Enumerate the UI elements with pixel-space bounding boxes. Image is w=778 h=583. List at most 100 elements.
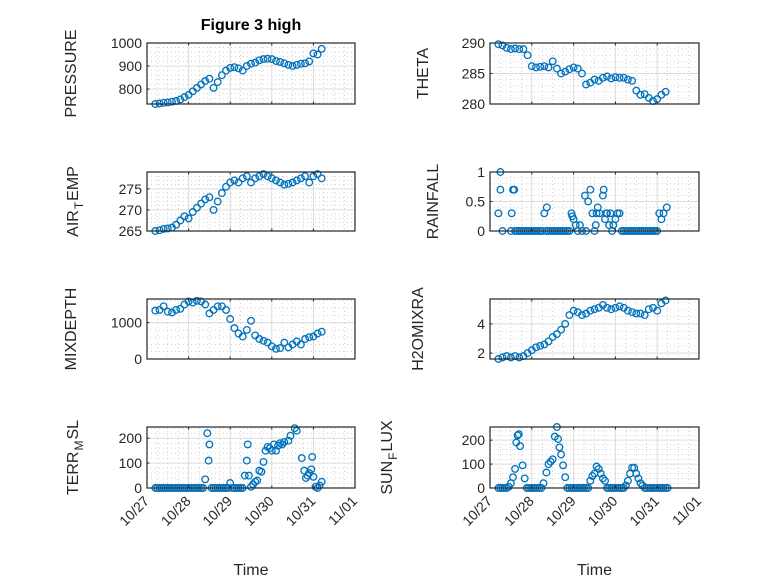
- data-point: [636, 309, 645, 318]
- x-tick-label: 10/29: [543, 493, 579, 529]
- subplot-air-temp: 265 270 275 AIRTEMP: [65, 166, 356, 239]
- data-point: [213, 197, 222, 206]
- y-tick-label: 1000: [111, 315, 142, 331]
- y-tick-label: 0: [477, 480, 485, 496]
- y-tick-label: 275: [119, 181, 143, 197]
- data-point: [213, 302, 222, 311]
- data-point: [603, 209, 611, 218]
- data-point: [226, 178, 235, 187]
- data-point: [247, 178, 255, 187]
- data-point: [280, 59, 289, 68]
- x-tick-label: 10/29: [199, 493, 235, 529]
- data-point: [603, 72, 611, 81]
- y-tick-label: 0: [134, 480, 142, 496]
- data-point: [552, 64, 561, 73]
- data-point: [494, 209, 503, 218]
- data-point: [263, 172, 272, 181]
- y-tick-label: 265: [119, 223, 143, 239]
- data-point: [176, 304, 185, 313]
- data-point: [176, 216, 185, 225]
- data-point: [644, 305, 653, 314]
- x-tick-label: 10/31: [282, 493, 318, 529]
- data-point: [580, 191, 589, 200]
- y-axis-label: RAINFALL: [425, 164, 442, 240]
- data-point: [180, 212, 189, 221]
- data-point: [569, 306, 578, 315]
- x-tick-label: 11/01: [325, 493, 361, 529]
- data-point: [599, 185, 608, 194]
- data-point: [555, 443, 564, 452]
- data-point: [662, 203, 671, 212]
- data-point: [240, 471, 249, 480]
- data-point: [188, 208, 197, 216]
- data-point: [205, 440, 214, 449]
- data-point: [242, 62, 251, 70]
- data-point: [203, 429, 212, 438]
- data-point: [496, 185, 505, 194]
- data-point: [163, 307, 172, 316]
- data-point: [159, 98, 168, 107]
- data-point: [201, 300, 210, 309]
- data-point: [586, 185, 595, 194]
- data-point: [542, 203, 551, 212]
- data-point: [548, 455, 557, 464]
- data-point: [591, 221, 600, 230]
- y-axis-label: AIRTEMP: [65, 166, 86, 237]
- data-point: [317, 477, 326, 486]
- data-point: [565, 311, 574, 320]
- data-point: [578, 311, 586, 320]
- data-point: [209, 205, 218, 214]
- y-tick-label: 1000: [111, 35, 142, 51]
- y-axis-label: THETA: [415, 48, 432, 100]
- data-point: [539, 479, 548, 488]
- data-point: [542, 468, 551, 477]
- data-point: [238, 66, 247, 75]
- y-tick-label: 900: [119, 58, 143, 74]
- data-point: [155, 226, 164, 235]
- axes-box: [146, 298, 356, 360]
- data-point: [615, 302, 624, 311]
- data-point: [601, 476, 609, 485]
- subplot-pressure: 800 900 1000 PRESSURE: [63, 29, 356, 118]
- data-point: [554, 435, 563, 443]
- data-point: [267, 342, 276, 351]
- y-tick-label: 285: [462, 66, 486, 82]
- data-point: [611, 303, 620, 312]
- data-point: [163, 98, 172, 107]
- y-tick-label: 280: [462, 96, 486, 112]
- y-tick-label: 4: [477, 316, 485, 332]
- data-point: [168, 97, 176, 106]
- axes-box: [146, 426, 356, 489]
- y-axis-label: H2OMIXRA: [410, 287, 427, 371]
- data-point: [623, 476, 632, 485]
- data-point: [578, 69, 586, 78]
- data-point: [565, 65, 574, 74]
- data-point: [506, 45, 515, 54]
- data-point: [159, 302, 168, 311]
- data-point: [523, 51, 532, 60]
- data-point: [510, 185, 519, 194]
- data-point: [621, 481, 630, 490]
- data-point: [242, 172, 251, 181]
- data-point: [623, 306, 632, 315]
- data-point: [636, 90, 645, 99]
- data-point: [544, 460, 553, 469]
- x-tick-label: 10/30: [584, 493, 620, 529]
- data-point: [640, 311, 649, 320]
- data-point: [222, 305, 230, 314]
- data-point: [205, 193, 214, 202]
- axes-box: [146, 171, 356, 232]
- axes-box: [146, 42, 356, 105]
- data-point: [242, 325, 251, 334]
- data-point: [301, 172, 310, 181]
- axes-background: [490, 427, 699, 488]
- y-axis-label: SUNFLUX: [379, 420, 400, 495]
- y-tick-label: 200: [462, 432, 486, 448]
- data-point: [180, 93, 189, 102]
- data-point: [515, 45, 524, 54]
- x-tick-label: 10/28: [501, 493, 537, 529]
- data-point: [518, 461, 527, 470]
- data-point: [301, 335, 310, 343]
- data-point: [267, 55, 276, 64]
